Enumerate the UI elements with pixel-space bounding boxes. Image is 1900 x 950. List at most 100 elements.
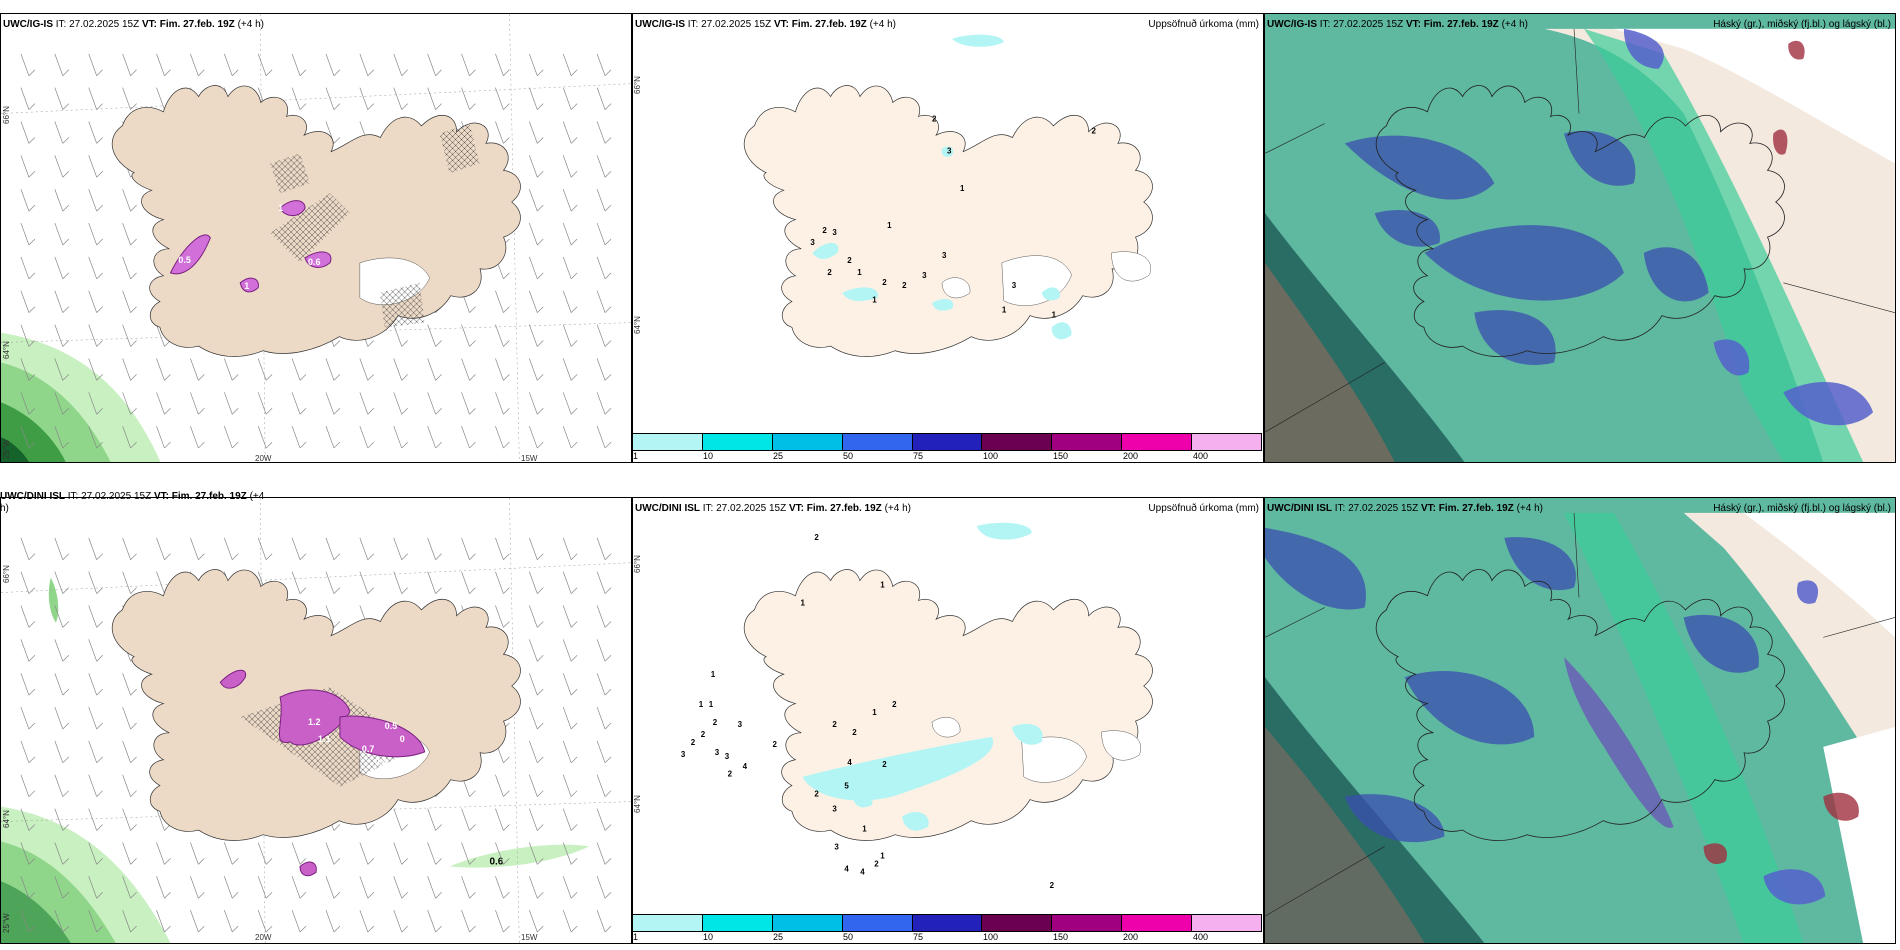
svg-text:1: 1 <box>278 203 283 213</box>
svg-text:3: 3 <box>832 805 837 814</box>
svg-text:1: 1 <box>887 221 892 230</box>
panel-title: Háský (gr.), miðský (fj.bl.) og lágský (… <box>1713 503 1891 514</box>
svg-text:1.2: 1.2 <box>308 717 320 727</box>
lat-label-64: 64°N <box>2 341 11 359</box>
svg-text:2: 2 <box>847 256 852 265</box>
panel-header-overflow-cont: h) <box>0 503 9 514</box>
svg-text:1: 1 <box>1002 306 1007 315</box>
panel-header: UWC/IG-IS IT: 27.02.2025 15Z VT: Fim. 27… <box>635 19 896 30</box>
colorbar-tick-label: 100 <box>983 932 999 942</box>
svg-text:2: 2 <box>713 718 718 727</box>
lon-label-20: 20W <box>255 933 272 942</box>
svg-text:1: 1 <box>872 296 877 305</box>
svg-text:2: 2 <box>827 268 832 277</box>
colorbar-tick-label: 150 <box>1053 932 1069 942</box>
svg-text:0.6: 0.6 <box>489 856 503 867</box>
panel-header: UWC/DINI ISL IT: 27.02.2025 15Z VT: Fim.… <box>635 503 911 514</box>
map-panel-top-right: UWC/IG-IS IT: 27.02.2025 15Z VT: Fim. 27… <box>1264 13 1896 463</box>
svg-text:3: 3 <box>738 720 743 729</box>
svg-text:4: 4 <box>844 864 849 873</box>
colorbar-swatch <box>982 915 1053 931</box>
svg-text:3: 3 <box>715 748 720 757</box>
colorbar-swatch <box>772 915 843 931</box>
svg-text:0.4: 0.4 <box>375 757 387 767</box>
colorbar-tick-label: 1 <box>633 932 639 942</box>
cloud-map <box>1265 498 1895 943</box>
panel-header-overflow: UWC/DINI ISL IT: 27.02.2025 15Z VT: Fim.… <box>0 491 265 502</box>
precip-colorbar <box>632 433 1262 451</box>
svg-text:1.1: 1.1 <box>318 734 330 744</box>
cloud-map <box>1265 14 1895 462</box>
svg-text:0.5: 0.5 <box>178 255 190 265</box>
svg-text:2: 2 <box>892 700 897 709</box>
svg-text:1: 1 <box>711 670 716 679</box>
colorbar-tick-label: 150 <box>1053 451 1069 461</box>
svg-text:1: 1 <box>800 599 805 608</box>
svg-text:1: 1 <box>862 825 867 834</box>
svg-text:2: 2 <box>902 281 907 290</box>
colorbar-tick-label: 25 <box>773 451 784 461</box>
colorbar-swatch <box>1122 434 1193 450</box>
svg-text:1: 1 <box>709 700 714 709</box>
map-panel-bottom-right: UWC/DINI ISL IT: 27.02.2025 15Z VT: Fim.… <box>1264 497 1896 944</box>
svg-text:3: 3 <box>834 842 839 851</box>
colorbar-swatch <box>912 915 983 931</box>
svg-text:3: 3 <box>942 251 947 260</box>
colorbar-tick-label: 400 <box>1193 451 1209 461</box>
panel-header: UWC/IG-IS IT: 27.02.2025 15Z VT: Fim. 27… <box>3 19 264 30</box>
colorbar-swatch <box>633 915 703 931</box>
panel-title: Háský (gr.), miðský (fj.bl.) og lágský (… <box>1713 19 1891 30</box>
colorbar-tick-label: 10 <box>703 451 714 461</box>
colorbar-swatch <box>1052 434 1123 450</box>
svg-text:2: 2 <box>728 770 733 779</box>
svg-text:3: 3 <box>947 146 952 155</box>
lon-label-20: 20W <box>255 454 272 463</box>
svg-text:1: 1 <box>960 184 965 193</box>
colorbar-swatch <box>982 434 1053 450</box>
svg-text:0.5: 0.5 <box>385 721 397 731</box>
colorbar-swatch <box>842 434 913 450</box>
colorbar-tick-label: 1 <box>633 451 639 461</box>
colorbar-tick-label: 10 <box>703 932 714 942</box>
svg-text:0.6: 0.6 <box>308 257 320 267</box>
svg-text:3: 3 <box>725 752 730 761</box>
panel-title: Uppsöfnuð úrkoma (mm) <box>1148 19 1259 30</box>
lat-label-64: 64°N <box>633 316 642 334</box>
colorbar-tick-label: 75 <box>913 932 924 942</box>
svg-text:2: 2 <box>932 115 937 124</box>
colorbar-swatch <box>702 434 773 450</box>
svg-text:1: 1 <box>872 708 877 717</box>
svg-text:2: 2 <box>822 226 827 235</box>
svg-text:0.7: 0.7 <box>362 744 374 754</box>
svg-text:4: 4 <box>847 758 852 767</box>
svg-text:2: 2 <box>814 790 819 799</box>
svg-text:2: 2 <box>882 760 887 769</box>
colorbar-swatch <box>1192 915 1262 931</box>
svg-text:1: 1 <box>1052 311 1057 320</box>
lon-label-25: 25°W <box>2 439 11 459</box>
colorbar-tick-label: 50 <box>843 932 854 942</box>
colorbar-tick-label: 50 <box>843 451 854 461</box>
precip-map: 2 1 1 1 1 1 2 2 2 3 3 2 3 3 4 2 2 2 4 5 … <box>633 498 1263 943</box>
colorbar-swatch <box>1052 915 1123 931</box>
lat-label-66: 66°N <box>633 76 642 94</box>
colorbar-tick-label: 200 <box>1123 451 1139 461</box>
panel-header: UWC/IG-IS IT: 27.02.2025 15Z VT: Fim. 27… <box>1267 19 1528 30</box>
colorbar-tick-label: 200 <box>1123 932 1139 942</box>
svg-text:2: 2 <box>701 730 706 739</box>
svg-text:1: 1 <box>857 268 862 277</box>
map-panel-top-left: UWC/IG-IS IT: 27.02.2025 15Z VT: Fim. 27… <box>0 13 632 463</box>
svg-text:2: 2 <box>691 738 696 747</box>
colorbar-swatch <box>1192 434 1262 450</box>
svg-text:1: 1 <box>880 851 885 860</box>
lat-label-64: 64°N <box>2 810 11 828</box>
colorbar-swatch <box>772 434 843 450</box>
lat-label-66: 66°N <box>633 555 642 573</box>
colorbar-swatch <box>842 915 913 931</box>
precip-map: 2 3 1 2 1 2 3 3 2 2 1 3 3 2 2 1 1 1 3 <box>633 14 1263 462</box>
colorbar-swatch <box>912 434 983 450</box>
colorbar-swatch <box>1122 915 1193 931</box>
svg-text:2: 2 <box>874 859 879 868</box>
lon-label-15: 15W <box>521 454 538 463</box>
map-panel-top-middle: UWC/IG-IS IT: 27.02.2025 15Z VT: Fim. 27… <box>632 13 1264 463</box>
